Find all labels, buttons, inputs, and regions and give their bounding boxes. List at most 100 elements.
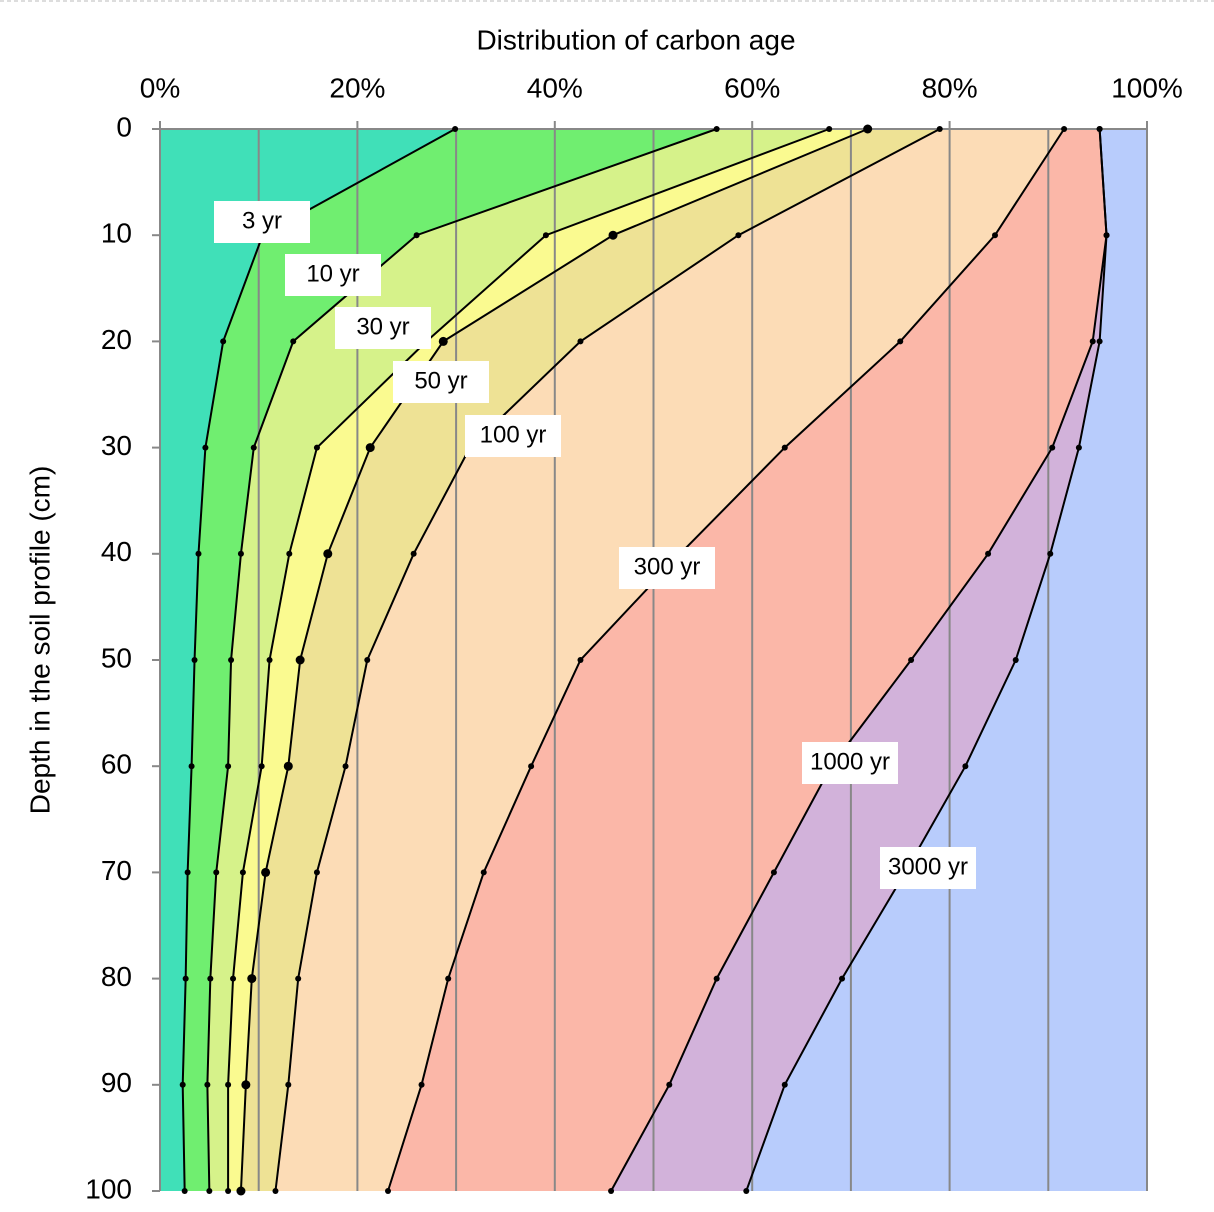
point (908, 657, 915, 663)
point (261, 867, 271, 877)
chart-title: Distribution of carbon age (476, 24, 795, 55)
point (181, 1188, 188, 1194)
y-tick-label: 30 (101, 430, 132, 461)
point (266, 657, 273, 663)
band-fill (611, 129, 1107, 1191)
point (250, 444, 257, 451)
point (608, 230, 618, 240)
point (179, 1081, 186, 1088)
series-label: 3000 yr (880, 847, 976, 889)
point (1047, 550, 1054, 557)
x-tick-label: 100% (1111, 72, 1183, 103)
point (770, 869, 777, 876)
point (365, 443, 375, 453)
point (992, 232, 999, 239)
point (826, 126, 833, 132)
point (272, 1188, 279, 1194)
point (239, 869, 246, 876)
point (713, 975, 720, 982)
point (1096, 126, 1103, 132)
point (713, 126, 720, 132)
point (897, 338, 904, 345)
point (410, 550, 417, 557)
point (936, 126, 943, 132)
x-tick-label: 40% (527, 72, 583, 103)
point (445, 975, 452, 982)
point (247, 974, 257, 984)
band-fill (160, 129, 456, 1191)
label-box (880, 847, 976, 889)
point (577, 338, 584, 345)
point (191, 657, 198, 663)
legend-label: 50 yr (414, 367, 467, 394)
point (985, 550, 992, 557)
point (1103, 232, 1110, 239)
label-box (214, 201, 310, 243)
point (182, 975, 189, 982)
point (286, 550, 293, 557)
point (863, 124, 873, 134)
y-tick-label: 60 (101, 749, 132, 780)
point (323, 549, 333, 559)
point (384, 1188, 391, 1194)
y-tick-label: 0 (116, 111, 132, 142)
series-label: 100 yr (465, 415, 561, 457)
legend-label: 1000 yr (810, 748, 890, 775)
legend-label: 30 yr (356, 313, 409, 340)
point (1075, 444, 1082, 451)
point (202, 444, 209, 451)
point (452, 126, 459, 132)
point (225, 1188, 232, 1194)
point (480, 869, 487, 876)
x-tick-label: 0% (140, 72, 180, 103)
point (735, 232, 742, 239)
point (342, 763, 349, 770)
label-box (465, 415, 561, 457)
point (225, 763, 232, 770)
series-label: 30 yr (335, 307, 431, 349)
point (206, 1188, 213, 1194)
x-tick-label: 80% (922, 72, 978, 103)
point (962, 763, 969, 770)
point (207, 975, 214, 982)
point (230, 975, 237, 982)
legend-label: 300 yr (634, 553, 701, 580)
y-axis-label: Depth in the soil profile (cm) (24, 466, 55, 815)
point (184, 869, 191, 876)
series-label: 50 yr (393, 361, 489, 403)
series-label: 10 yr (285, 254, 381, 296)
point (237, 550, 244, 557)
y-tick-label: 50 (101, 642, 132, 673)
point (608, 1188, 615, 1194)
label-box (335, 307, 431, 349)
legend-label: 3000 yr (888, 853, 968, 880)
point (364, 657, 371, 663)
point (258, 763, 265, 770)
point (781, 444, 788, 451)
legend-label: 3 yr (242, 207, 282, 234)
point (1096, 338, 1103, 345)
point (666, 1081, 673, 1088)
point (1089, 338, 1096, 345)
point (228, 657, 235, 663)
y-tick-label: 90 (101, 1067, 132, 1098)
x-tick-label: 20% (329, 72, 385, 103)
y-tick-label: 20 (101, 324, 132, 355)
label-box (619, 547, 715, 589)
point (418, 1081, 425, 1088)
x-tick-label: 60% (724, 72, 780, 103)
legend-label: 100 yr (480, 421, 547, 448)
legend-label: 10 yr (306, 260, 359, 287)
point (283, 761, 293, 771)
point (290, 338, 297, 345)
point (213, 869, 220, 876)
point (285, 1081, 292, 1088)
point (195, 550, 202, 557)
y-tick-label: 10 (101, 218, 132, 249)
point (295, 655, 305, 665)
point (438, 336, 448, 346)
y-tick-label: 70 (101, 855, 132, 886)
series-label: 1000 yr (802, 742, 898, 784)
